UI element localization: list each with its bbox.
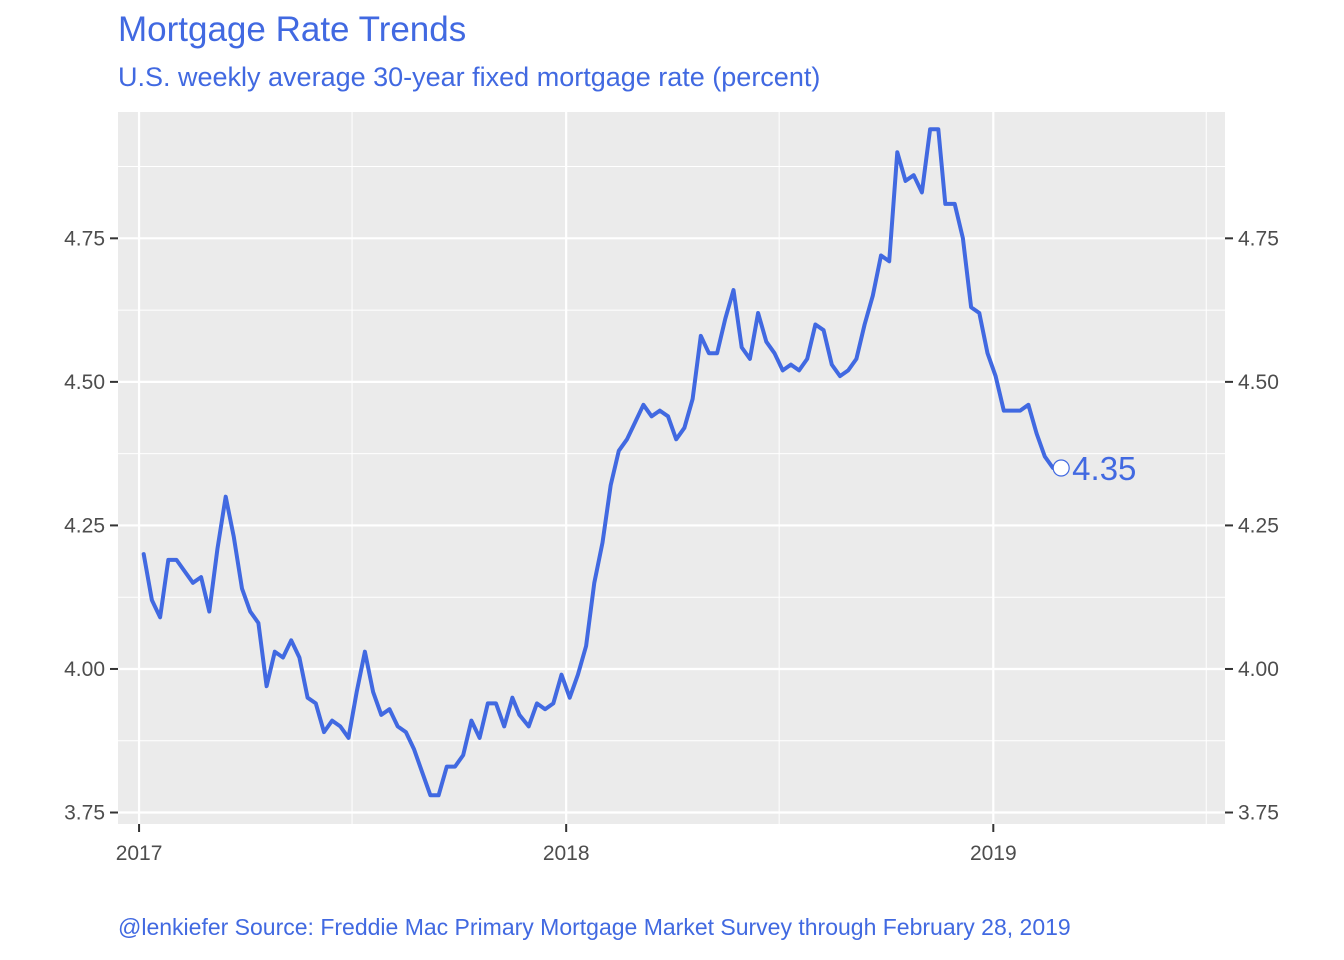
- chart-title: Mortgage Rate Trends: [118, 10, 467, 49]
- x-tick-label: 2018: [543, 842, 590, 865]
- y-tick-label: 4.75: [64, 227, 105, 250]
- plot-panel: [118, 112, 1225, 824]
- y-axis-left: 3.75 4.00 4.25 4.50 4.75: [64, 227, 118, 825]
- y-tick-label: 4.25: [1238, 514, 1279, 537]
- x-tick-label: 2017: [116, 842, 163, 865]
- y-tick-label: 3.75: [64, 802, 105, 825]
- end-value-label: 4.35: [1072, 450, 1136, 487]
- series-line: [141, 127, 1064, 798]
- chart-caption: @lenkiefer Source: Freddie Mac Primary M…: [118, 914, 1071, 940]
- x-axis: 2017 2018 2019: [116, 824, 1017, 865]
- major-grid-x: [137, 112, 995, 824]
- y-tick-label: 4.50: [64, 371, 105, 394]
- y-tick-label: 3.75: [1238, 802, 1279, 825]
- minor-grid-y: [118, 166, 1225, 742]
- y-axis-right: 3.75 4.00 4.25 4.50 4.75: [1225, 227, 1279, 825]
- y-tick-label: 4.00: [64, 658, 105, 681]
- y-tick-label: 4.00: [1238, 658, 1279, 681]
- minor-grid-x: [351, 112, 1207, 824]
- x-tick-label: 2019: [970, 842, 1017, 865]
- end-point-marker: [1052, 459, 1070, 477]
- y-tick-label: 4.50: [1238, 371, 1279, 394]
- chart-subtitle: U.S. weekly average 30-year fixed mortga…: [118, 62, 821, 92]
- y-tick-label: 4.75: [1238, 227, 1279, 250]
- y-tick-label: 4.25: [64, 514, 105, 537]
